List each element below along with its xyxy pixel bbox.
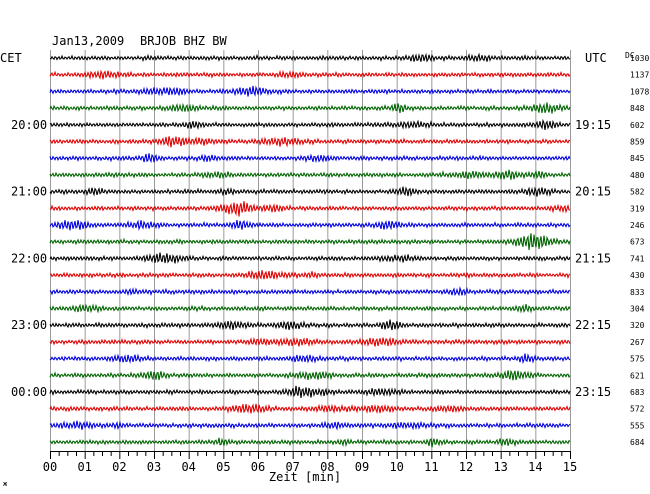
plot-station: BRJOB BHZ BW — [140, 34, 227, 48]
x-tick-label: 04 — [181, 460, 195, 474]
x-tick-label: 09 — [355, 460, 369, 474]
trace-row-3 — [49, 85, 571, 97]
trace-row-8 — [49, 169, 571, 180]
trace-row-6 — [49, 136, 571, 148]
dc-value-label: 304 — [630, 305, 645, 314]
trace-row-20 — [49, 369, 571, 381]
dc-value-label: 859 — [630, 138, 645, 147]
trace-row-23 — [49, 420, 571, 431]
dc-value-label: 575 — [630, 355, 645, 364]
dc-value-label: 1030 — [630, 54, 649, 63]
trace-row-19 — [49, 353, 571, 365]
left-timezone: CET — [0, 51, 22, 65]
trace-row-5 — [49, 118, 571, 131]
x-tick-label: 00 — [43, 460, 57, 474]
x-tick-label: 12 — [459, 460, 473, 474]
x-tick-label: 13 — [493, 460, 507, 474]
x-tick-label: 10 — [389, 460, 403, 474]
trace-row-14 — [49, 269, 571, 281]
dc-value-label: 267 — [630, 338, 645, 347]
trace-row-17 — [49, 319, 571, 331]
right-time-label: 21:15 — [575, 251, 611, 265]
left-time-label: 21:00 — [11, 185, 47, 199]
trace-row-2 — [49, 69, 571, 80]
x-axis: 00 01 02 03 04 05 06 07 08 09 10 11 12 13 14 15 — [43, 451, 577, 474]
dc-value-label: 673 — [630, 238, 645, 247]
dc-value-label: 246 — [630, 221, 645, 230]
x-tick-label: 03 — [147, 460, 161, 474]
dc-value-label: 555 — [630, 421, 645, 430]
trace-layer — [49, 52, 571, 448]
trace-row-9 — [49, 186, 571, 198]
trace-row-13 — [49, 252, 571, 264]
dc-value-label: 1078 — [630, 87, 649, 96]
dc-value-label: 683 — [630, 388, 645, 397]
left-time-labels: 20:00 21:00 22:00 23:00 00:00 — [11, 118, 47, 399]
trace-row-1 — [49, 52, 571, 63]
dc-value-label: 833 — [630, 288, 645, 297]
dc-value-label: 741 — [630, 254, 645, 263]
right-time-label: 22:15 — [575, 318, 611, 332]
x-tick-label: 06 — [251, 460, 265, 474]
corner-mark: ж — [3, 480, 8, 488]
trace-row-18 — [49, 336, 571, 348]
trace-row-7 — [49, 153, 571, 164]
dc-value-label: 602 — [630, 121, 645, 130]
x-tick-label: 08 — [320, 460, 334, 474]
trace-row-4 — [49, 102, 571, 114]
x-tick-label: 05 — [216, 460, 230, 474]
dc-value-label: 845 — [630, 154, 645, 163]
dc-value-label: 320 — [630, 321, 645, 330]
dc-value-label: 1137 — [630, 71, 649, 80]
dc-header: DC — [625, 51, 635, 60]
x-tick-label: 14 — [528, 460, 542, 474]
right-timezone: UTC — [585, 51, 607, 65]
left-time-label: 23:00 — [11, 318, 47, 332]
right-time-label: 19:15 — [575, 118, 611, 132]
right-time-labels: 19:15 20:15 21:15 22:15 23:15 — [575, 118, 611, 399]
dc-value-label: 480 — [630, 171, 645, 180]
trace-row-10 — [49, 201, 571, 217]
x-tick-label: 07 — [285, 460, 299, 474]
dc-value-label: 430 — [630, 271, 645, 280]
dc-value-labels: 1030 1137 1078 848 602 859 845 480 582 319 246 673 7… — [630, 54, 649, 447]
left-time-label: 20:00 — [11, 118, 47, 132]
x-axis-label: Zeit [min] — [269, 470, 341, 484]
x-tick-label: 11 — [424, 460, 438, 474]
left-time-label: 00:00 — [11, 385, 47, 399]
x-tick-label: 02 — [112, 460, 126, 474]
trace-row-12 — [49, 233, 571, 251]
right-time-label: 23:15 — [575, 385, 611, 399]
plot-date: Jan13,2009 — [52, 34, 124, 48]
right-time-label: 20:15 — [575, 185, 611, 199]
dc-value-label: 582 — [630, 188, 645, 197]
trace-row-15 — [49, 286, 571, 297]
dc-value-label: 621 — [630, 371, 645, 380]
dc-value-label: 684 — [630, 438, 645, 447]
dc-value-label: 319 — [630, 204, 645, 213]
trace-row-22 — [49, 403, 571, 415]
trace-row-21 — [49, 385, 571, 398]
dc-value-label: 848 — [630, 104, 645, 113]
left-time-label: 22:00 — [11, 251, 47, 265]
x-tick-label: 01 — [77, 460, 91, 474]
x-tick-label: 15 — [563, 460, 577, 474]
trace-row-24 — [49, 437, 571, 448]
trace-row-16 — [49, 303, 571, 314]
trace-row-11 — [49, 219, 571, 231]
dc-value-label: 572 — [630, 405, 645, 414]
